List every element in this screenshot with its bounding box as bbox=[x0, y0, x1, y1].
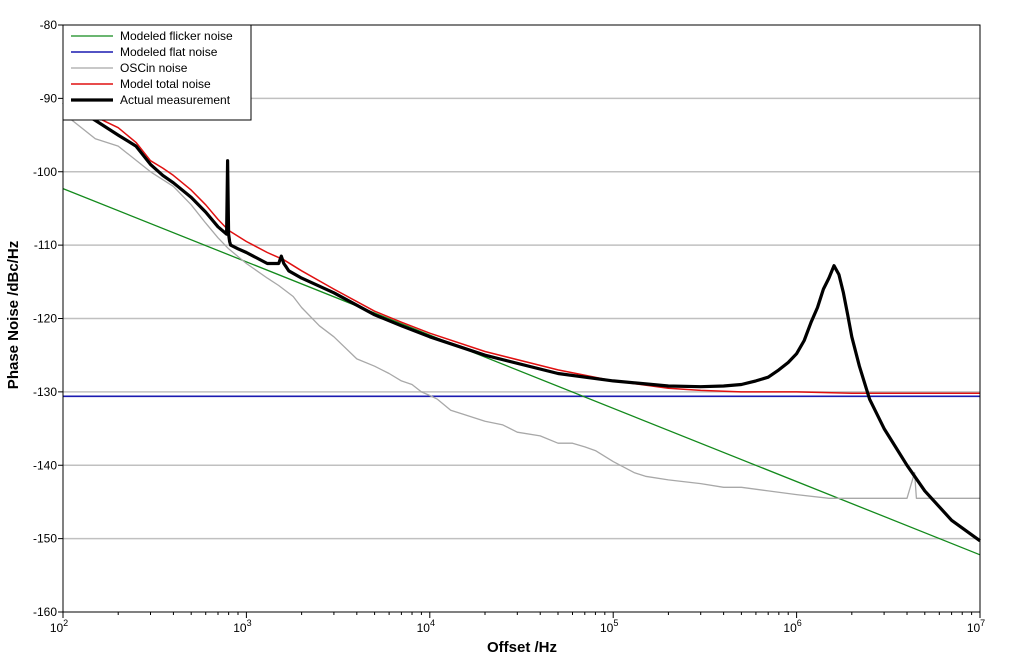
series-layer bbox=[62, 100, 981, 556]
legend-label: OSCin noise bbox=[120, 61, 188, 75]
y-tick-label: -150 bbox=[33, 532, 57, 546]
y-tick-label: -160 bbox=[33, 605, 57, 619]
x-tick-label: 103 bbox=[233, 618, 251, 635]
series-model-total-noise bbox=[62, 101, 980, 395]
grid-lines bbox=[63, 97, 980, 540]
x-tick-label: 106 bbox=[783, 618, 801, 635]
y-tick-label: -90 bbox=[40, 91, 58, 105]
x-axis-title: Offset /Hz bbox=[487, 639, 557, 656]
legend-label: Actual measurement bbox=[120, 93, 231, 107]
series-actual-measurement bbox=[62, 100, 981, 543]
x-tick-label: 107 bbox=[967, 618, 985, 635]
y-tick-label: -100 bbox=[33, 165, 57, 179]
legend-label: Model total noise bbox=[120, 77, 211, 91]
y-axis-ticks: -160 -150 -140 -130 -120 -110 -100 -90 -80 bbox=[33, 18, 63, 619]
series-oscin-noise bbox=[62, 112, 980, 499]
y-tick-label: -80 bbox=[40, 18, 58, 32]
y-axis-title: Phase Noise /dBc/Hz bbox=[5, 241, 22, 389]
legend-label: Modeled flicker noise bbox=[120, 29, 233, 43]
y-tick-label: -110 bbox=[34, 238, 57, 252]
x-tick-label: 102 bbox=[50, 618, 68, 635]
series-modeled-flicker-noise bbox=[62, 187, 981, 556]
x-tick-label: 105 bbox=[600, 618, 618, 635]
y-tick-label: -120 bbox=[33, 312, 57, 326]
x-axis-ticks: 102 103 104 105 106 107 bbox=[50, 612, 985, 635]
y-tick-label: -130 bbox=[33, 385, 57, 399]
x-tick-label: 104 bbox=[417, 618, 435, 635]
legend: Modeled flicker noise Modeled flat noise O… bbox=[62, 24, 252, 121]
legend-box bbox=[62, 24, 252, 121]
legend-label: Modeled flat noise bbox=[120, 45, 218, 59]
y-tick-label: -140 bbox=[33, 458, 57, 472]
